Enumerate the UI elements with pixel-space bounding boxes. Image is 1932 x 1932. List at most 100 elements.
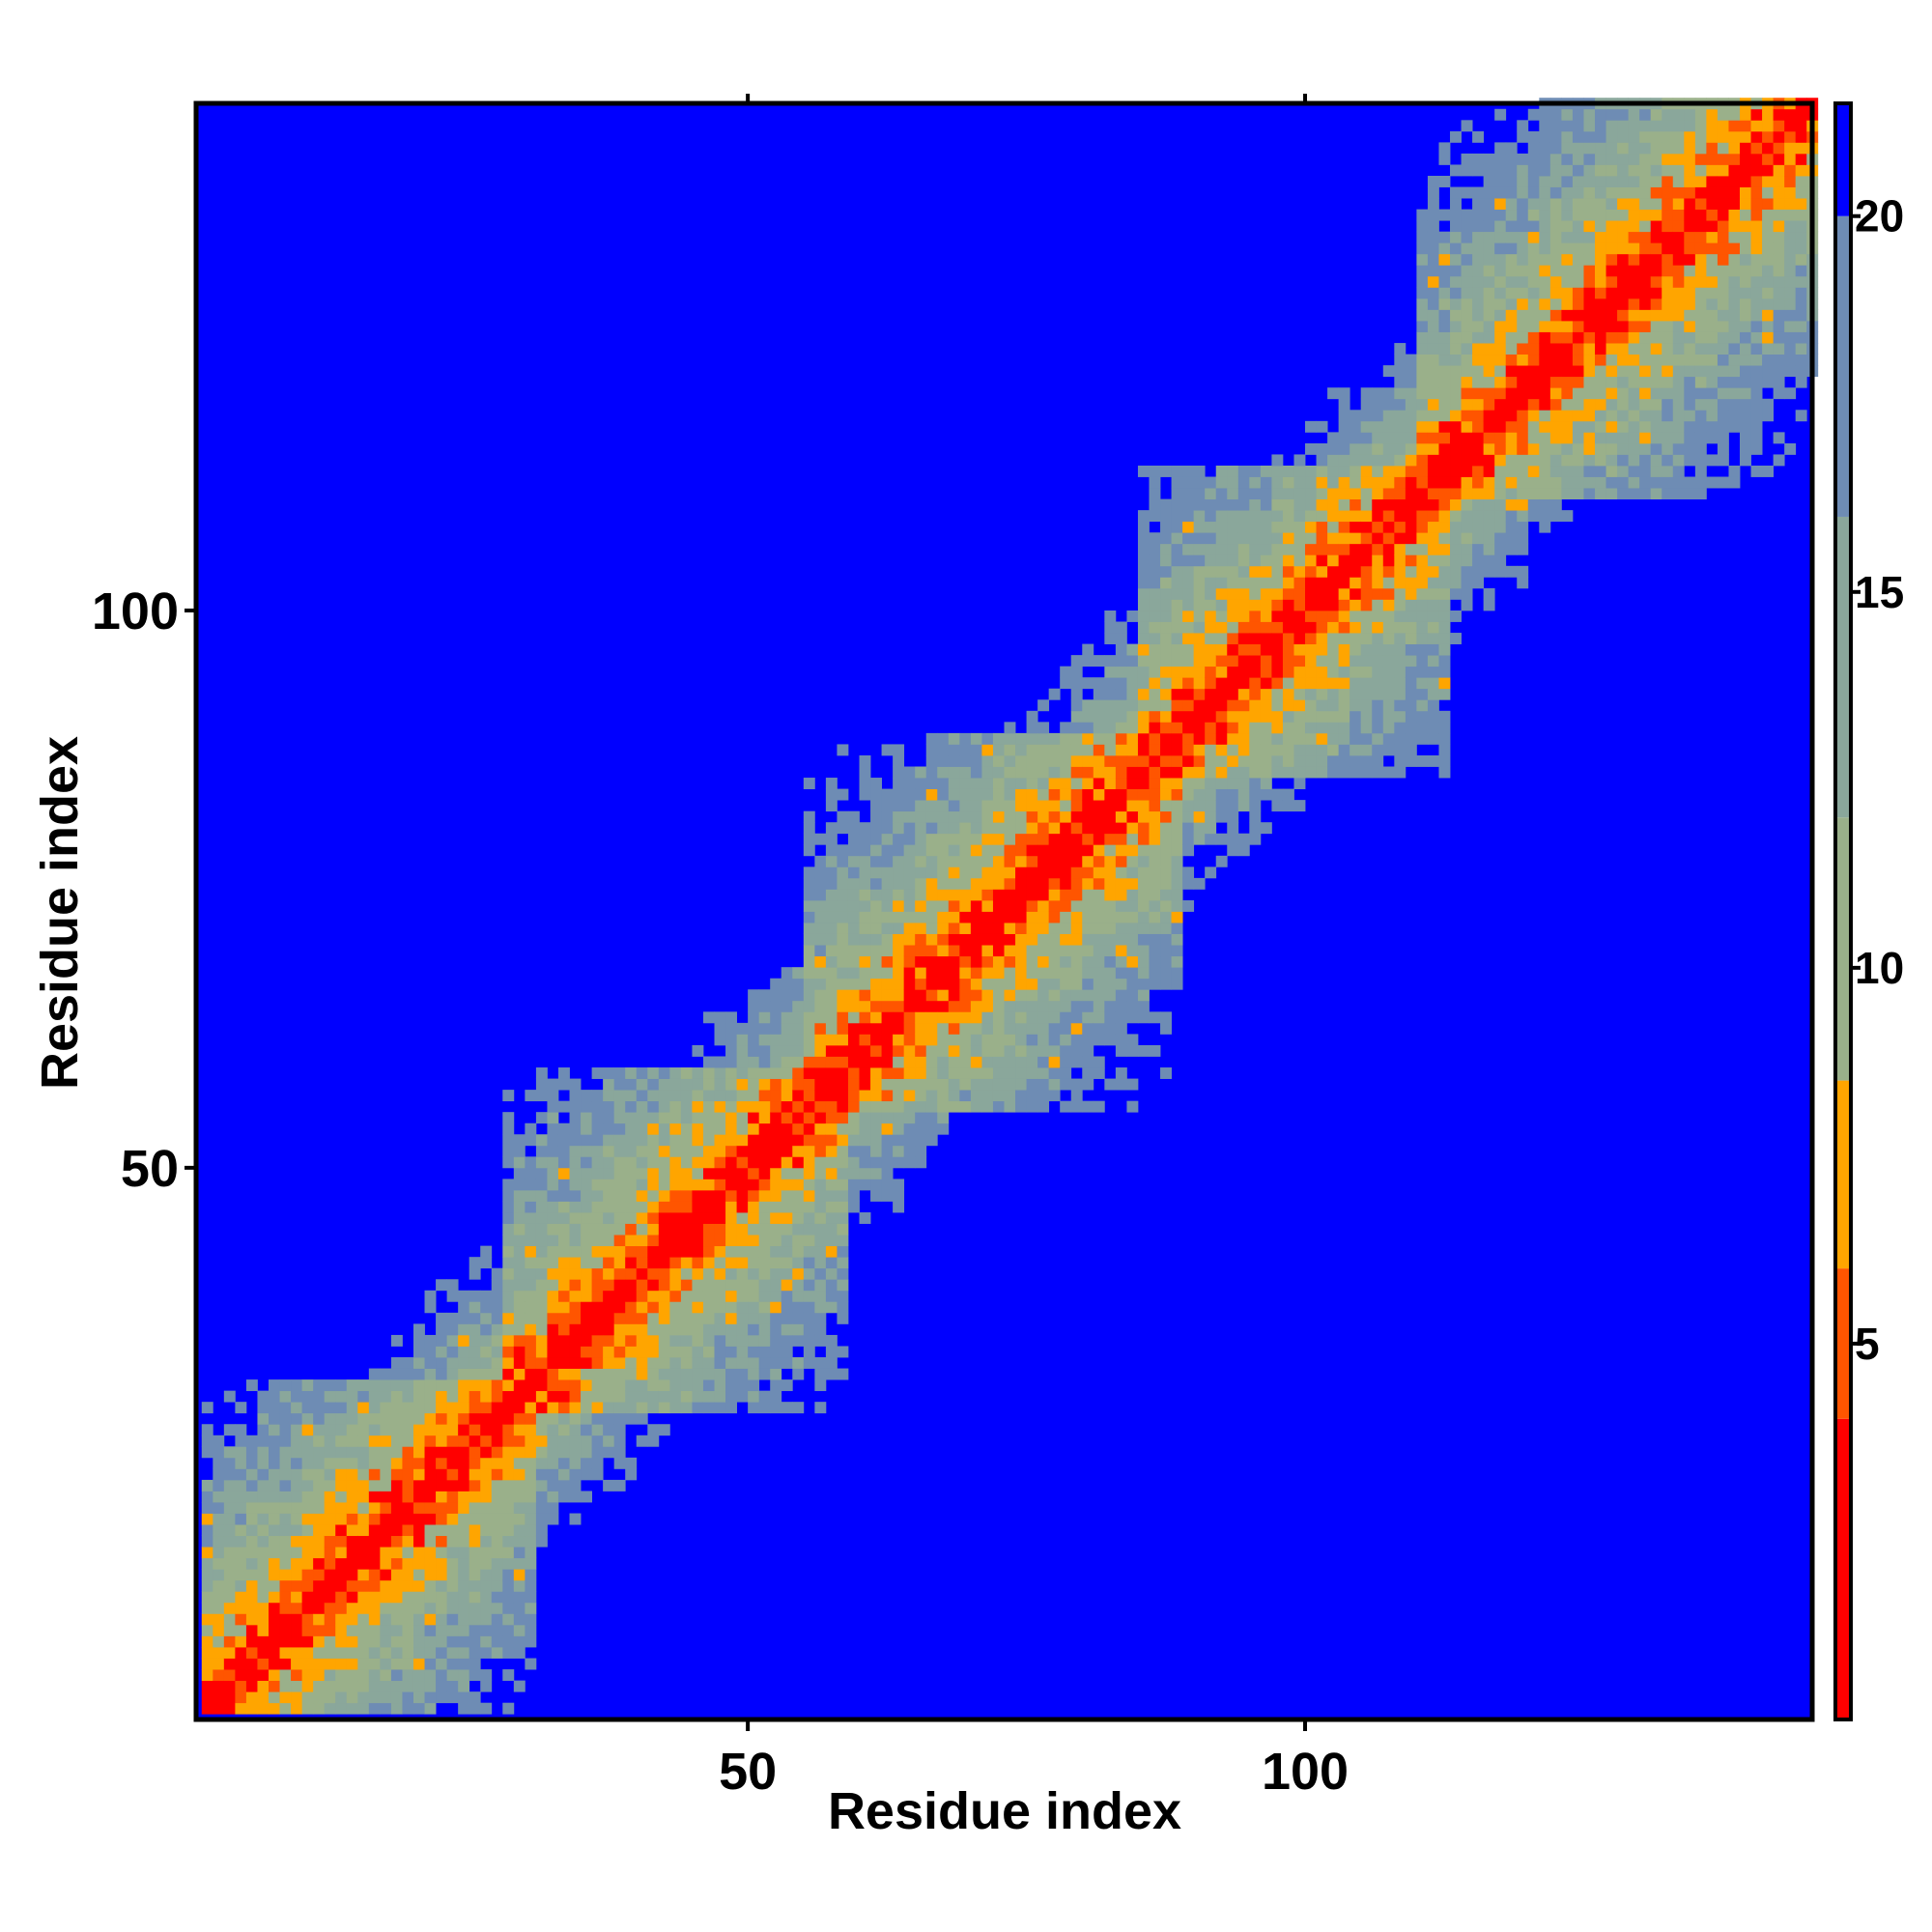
heatmap-cell	[803, 844, 815, 857]
heatmap-cell	[1227, 722, 1239, 734]
heatmap-cell	[1628, 476, 1640, 489]
heatmap-cell	[1104, 955, 1117, 968]
heatmap-cell	[1182, 732, 1195, 745]
heatmap-cell	[301, 1412, 314, 1425]
heatmap-cell	[1215, 810, 1228, 823]
heatmap-cell	[992, 933, 1005, 946]
heatmap-cell	[748, 1000, 760, 1012]
heatmap-cell	[959, 810, 972, 823]
heatmap-cell	[959, 978, 972, 990]
heatmap-cell	[581, 1257, 592, 1269]
heatmap-cell	[279, 1502, 292, 1514]
heatmap-cell	[1583, 265, 1596, 277]
heatmap-cell	[1438, 521, 1451, 533]
heatmap-cell	[1182, 744, 1195, 756]
heatmap-cell	[1305, 543, 1317, 555]
heatmap-cell	[837, 911, 849, 923]
heatmap-cell	[1338, 577, 1350, 589]
heatmap-cell	[613, 1090, 626, 1102]
heatmap-cell	[758, 1323, 771, 1336]
heatmap-cell	[870, 1067, 882, 1079]
heatmap-cell	[847, 1201, 860, 1213]
heatmap-cell	[480, 1513, 493, 1525]
heatmap-cell	[1549, 465, 1562, 477]
heatmap-cell	[279, 1591, 292, 1604]
heatmap-cell	[1205, 476, 1217, 489]
heatmap-cell	[557, 1267, 570, 1280]
heatmap-cell	[1717, 287, 1729, 299]
heatmap-cell	[1350, 565, 1362, 578]
heatmap-cell	[859, 1156, 871, 1169]
heatmap-cell	[1583, 465, 1596, 477]
heatmap-cell	[1527, 376, 1540, 388]
heatmap-cell	[1237, 766, 1250, 779]
heatmap-cell	[714, 1235, 726, 1247]
heatmap-cell	[213, 1446, 225, 1459]
heatmap-cell	[1316, 732, 1328, 745]
heatmap-cell	[992, 1090, 1005, 1102]
heatmap-cell	[1271, 688, 1284, 700]
heatmap-cell	[235, 1524, 247, 1537]
heatmap-cell	[569, 1223, 582, 1236]
heatmap-cell	[480, 1502, 493, 1514]
heatmap-cell	[748, 1212, 760, 1224]
heatmap-cell	[893, 1034, 905, 1046]
heatmap-cell	[458, 1412, 470, 1425]
heatmap-cell	[814, 1223, 827, 1236]
heatmap-cell	[201, 1513, 213, 1525]
heatmap-cell	[1249, 565, 1262, 578]
heatmap-cell	[1338, 677, 1350, 690]
heatmap-cell	[502, 1156, 515, 1169]
heatmap-cell	[368, 1669, 381, 1682]
heatmap-cell	[803, 1134, 815, 1147]
heatmap-cell	[1427, 442, 1439, 455]
heatmap-cell	[1205, 744, 1217, 756]
heatmap-cell	[1149, 899, 1161, 912]
heatmap-cell	[1026, 710, 1038, 723]
heatmap-cell	[1004, 800, 1016, 812]
heatmap-cell	[1037, 923, 1050, 934]
heatmap-cell	[1494, 164, 1507, 177]
heatmap-cell	[213, 1435, 225, 1447]
heatmap-cell	[792, 1235, 805, 1247]
heatmap-cell	[1015, 911, 1027, 923]
heatmap-cell	[513, 1591, 526, 1604]
heatmap-cell	[1527, 498, 1540, 511]
heatmap-cell	[1694, 454, 1707, 467]
heatmap-cell	[591, 1457, 604, 1469]
heatmap-cell	[569, 1279, 582, 1292]
heatmap-cell	[837, 923, 849, 934]
heatmap-cell	[1327, 643, 1340, 656]
heatmap-cell	[1126, 778, 1139, 789]
heatmap-cell	[1115, 933, 1127, 946]
heatmap-cell	[1316, 454, 1328, 467]
heatmap-cell	[1115, 677, 1127, 690]
heatmap-cell	[1171, 855, 1183, 867]
heatmap-cell	[825, 911, 838, 923]
heatmap-cell	[1327, 432, 1340, 444]
heatmap-cell	[1639, 142, 1652, 155]
heatmap-cell	[591, 1379, 604, 1392]
heatmap-cell	[1394, 343, 1406, 355]
heatmap-cell	[970, 923, 982, 934]
heatmap-cell	[201, 1613, 213, 1626]
heatmap-cell	[925, 744, 938, 756]
heatmap-cell	[257, 1591, 270, 1604]
heatmap-cell	[1505, 398, 1518, 411]
heatmap-cell	[1104, 877, 1117, 890]
heatmap-cell	[469, 1647, 481, 1659]
heatmap-cell	[736, 1379, 749, 1392]
heatmap-cell	[324, 1390, 336, 1403]
heatmap-cell	[1539, 298, 1551, 310]
heatmap-cell	[1316, 643, 1328, 656]
heatmap-cell	[1104, 822, 1117, 835]
heatmap-cell	[201, 1557, 213, 1570]
heatmap-cell	[1182, 488, 1195, 499]
heatmap-cell	[213, 1658, 225, 1670]
heatmap-cell	[1350, 577, 1362, 589]
heatmap-cell	[758, 1134, 771, 1147]
heatmap-cell	[893, 1000, 905, 1012]
heatmap-cell	[1305, 610, 1317, 622]
heatmap-cell	[870, 1134, 882, 1147]
heatmap-cell	[1171, 877, 1183, 890]
